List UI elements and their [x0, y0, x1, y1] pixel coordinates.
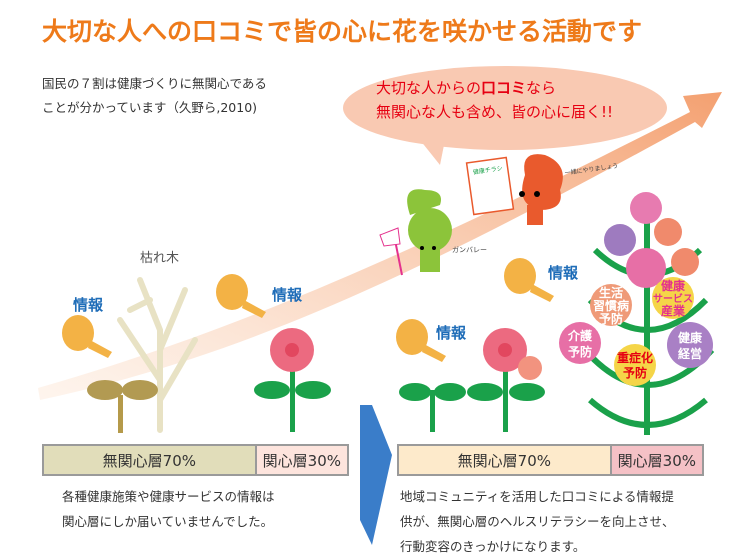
caption-line: 各種健康施策や健康サービスの情報は [62, 489, 275, 504]
caption-line: 行動変容のきっかけになります。 [400, 539, 586, 554]
flower-label-lifestyle: 習慣病 [593, 298, 629, 313]
sprout-icon [87, 380, 158, 433]
flower-label-severe: 予防 [623, 365, 647, 380]
flower-label-care: 予防 [568, 344, 592, 359]
growth-arrow [38, 92, 722, 400]
intro-line: ことが分かっています（久野ら,2010) [42, 100, 258, 115]
sprout-icon [399, 383, 466, 432]
bar-uninterested: 無関心層70% [44, 446, 257, 474]
before-awareness-bar: 無関心層70% 関心層30% [42, 444, 349, 476]
flower-label-industry: サービス [653, 292, 693, 305]
page-title: 大切な人への口コミで皆の心に花を咲かせる活動です [42, 17, 643, 46]
info-label: 情報 [73, 296, 104, 314]
flower-icon [467, 328, 545, 432]
caption-line: 供が、無関心層のヘルスリテラシーを向上させ、 [400, 514, 675, 529]
caption-line: 地域コミュニティを活用した口コミによる情報提 [400, 489, 674, 504]
bubble-highlight: 口コミ [481, 79, 527, 97]
bar-interested: 関心層30% [256, 446, 347, 474]
green-character-icon: ガンバレー [379, 189, 487, 276]
after-awareness-bar: 無関心層70% 関心層30% [397, 444, 704, 476]
transition-arrow-icon [360, 405, 392, 545]
watering-can-icon [62, 258, 554, 362]
flower-label-industry: 産業 [661, 303, 686, 318]
caption-line: 関心層にしか届いていませんでした。 [62, 514, 274, 529]
bubble-text: 大切な人からの口コミなら 無関心な人も含め、皆の心に届く!! [376, 76, 613, 124]
intro-text: 国民の７割は健康づくりに無関心である ことが分かっています（久野ら,2010) [42, 72, 267, 120]
bar-interested: 関心層30% [611, 446, 702, 474]
flower-label-severe: 重症化 [617, 350, 653, 365]
dead-tree-icon [117, 277, 198, 433]
flower-label-management: 経営 [678, 346, 702, 361]
flower-tree-icon: 生活 習慣病 予防 健康 サービス 産業 介護 予防 健康 経営 重症化 予防 [559, 192, 715, 435]
flower-icon [254, 328, 331, 432]
info-label: 情報 [548, 264, 579, 282]
bar-uninterested: 無関心層70% [399, 446, 612, 474]
bubble-line: なら [526, 79, 557, 97]
info-label: 情報 [272, 286, 303, 304]
red-character-icon: 健康チラシ 一緒にやりましょう [465, 154, 619, 225]
speech-bubble [343, 66, 667, 165]
bubble-line: 無関心な人も含め、皆の心に届く!! [376, 103, 614, 121]
info-label: 情報 [436, 324, 467, 342]
flower-label-management: 健康 [678, 330, 703, 345]
flower-label-care: 介護 [567, 328, 593, 343]
green-character-speech: ガンバレー [452, 245, 487, 254]
after-caption: 地域コミュニティを活用した口コミによる情報提 供が、無関心層のヘルスリテラシーを… [400, 484, 675, 559]
dead-tree-label: 枯れ木 [140, 251, 180, 266]
intro-line: 国民の７割は健康づくりに無関心である [42, 76, 267, 91]
flower-label-lifestyle: 生活 [599, 285, 623, 300]
flower-label-industry: 健康 [661, 278, 686, 293]
before-caption: 各種健康施策や健康サービスの情報は 関心層にしか届いていませんでした。 [62, 484, 275, 534]
bubble-line: 大切な人からの [376, 79, 482, 97]
flower-label-lifestyle: 予防 [599, 311, 623, 326]
